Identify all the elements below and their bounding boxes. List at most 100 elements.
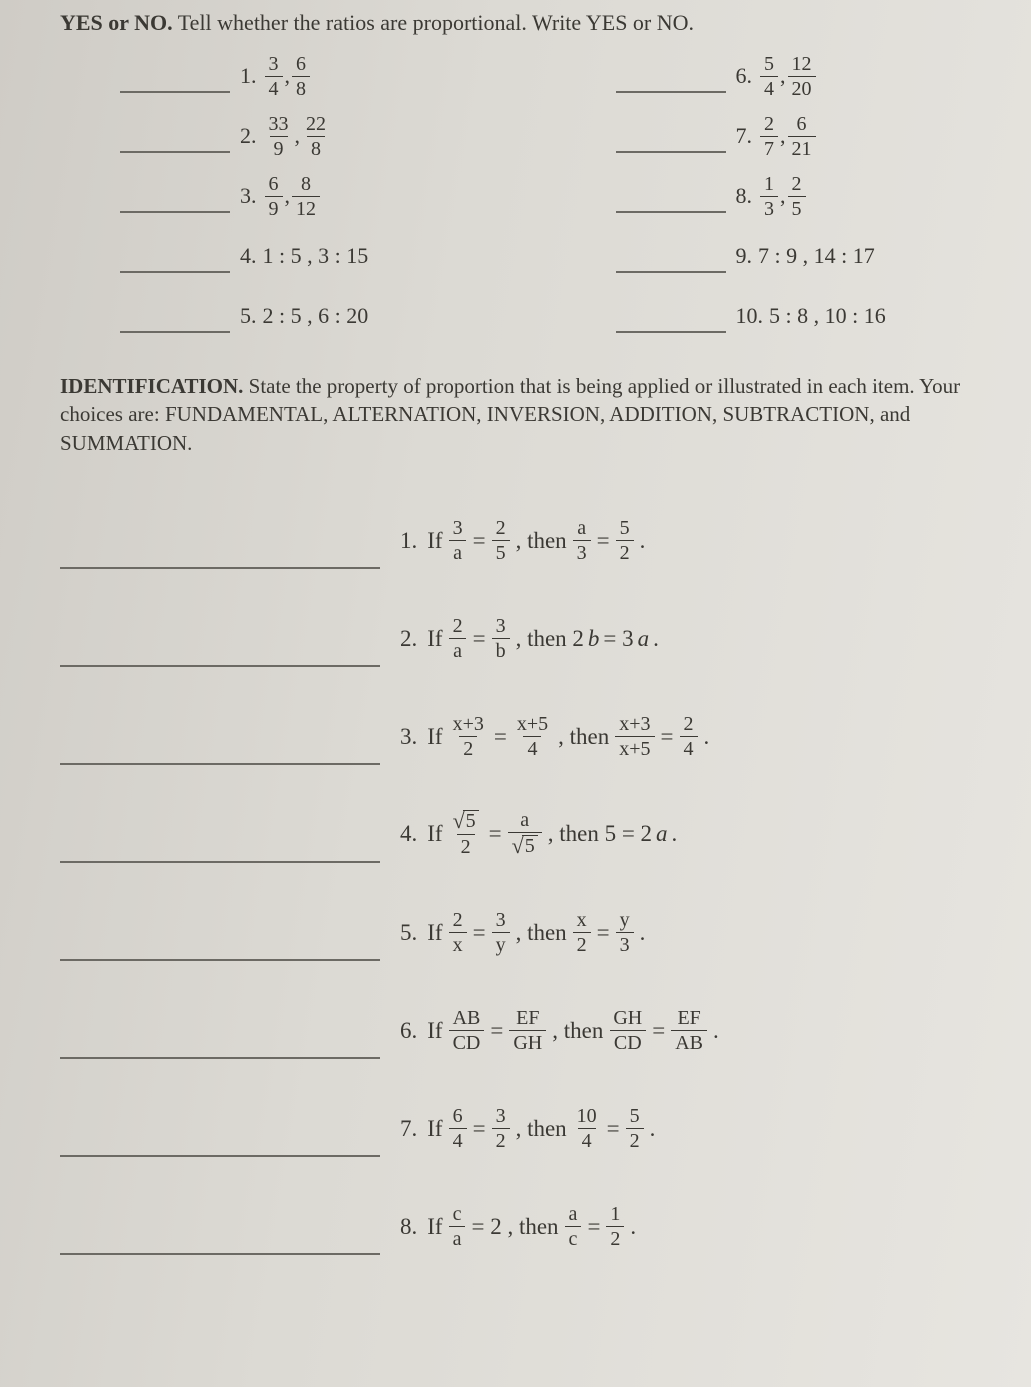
fraction-denominator: 4 xyxy=(680,736,698,759)
fraction: 68 xyxy=(292,54,310,99)
fraction-numerator: 5 xyxy=(760,54,778,76)
fraction-denominator: a xyxy=(449,540,466,563)
fraction-denominator: 4 xyxy=(523,736,541,759)
fraction-numerator: EF xyxy=(512,1008,543,1030)
text-span: If xyxy=(427,1113,442,1144)
fraction-denominator: 8 xyxy=(292,76,310,99)
fraction-denominator: 2 xyxy=(457,834,475,857)
item-content: 7. If 64 = 32 , then 104 = 52 . xyxy=(400,1106,655,1157)
ratio-item: 5. 2 : 5 , 6 : 20 xyxy=(120,286,496,346)
fraction-denominator: 8 xyxy=(307,136,325,159)
answer-blank[interactable] xyxy=(616,209,726,213)
answer-blank[interactable] xyxy=(616,269,726,273)
answer-blank[interactable] xyxy=(616,89,726,93)
identification-item: 2. If 2a = 3b , then 2b = 3a . xyxy=(60,587,991,667)
text-span: If xyxy=(427,917,442,948)
fraction-denominator: 7 xyxy=(760,136,778,159)
fraction: 25 xyxy=(492,518,510,563)
text-span: If xyxy=(427,1015,442,1046)
text-span: , xyxy=(285,63,291,89)
fraction-denominator: 3 xyxy=(573,540,591,563)
fraction-numerator: 6 xyxy=(265,174,283,196)
fraction-numerator: x+3 xyxy=(615,714,654,736)
text-span: , xyxy=(295,123,301,149)
section1-lead: YES or NO. xyxy=(60,10,173,35)
fraction: 52 xyxy=(626,1106,644,1151)
text-span: = 2 , then xyxy=(471,1211,558,1242)
text-span: . xyxy=(640,525,646,556)
answer-blank[interactable] xyxy=(120,209,230,213)
fraction-numerator: 5 xyxy=(626,1106,644,1128)
fraction-denominator: 9 xyxy=(270,136,288,159)
answer-blank[interactable] xyxy=(60,859,380,863)
fraction-denominator: 4 xyxy=(760,76,778,99)
item-content: 5. If 2x = 3y , then x2 = y3 . xyxy=(400,910,645,961)
fraction: x2 xyxy=(573,910,591,955)
answer-blank[interactable] xyxy=(60,565,380,569)
answer-blank[interactable] xyxy=(120,329,230,333)
fraction-numerator: a xyxy=(565,1204,582,1226)
answer-blank[interactable] xyxy=(60,1153,380,1157)
fraction-denominator: x xyxy=(449,932,467,955)
fraction-numerator: 2 xyxy=(449,910,467,932)
fraction: a√5 xyxy=(508,810,542,857)
fraction: 621 xyxy=(788,114,816,159)
fraction-denominator: x+5 xyxy=(615,736,654,759)
answer-blank[interactable] xyxy=(120,269,230,273)
identification-item: 6. If ABCD = EFGH , then GHCD = EFAB . xyxy=(60,979,991,1059)
answer-blank[interactable] xyxy=(120,89,230,93)
italic-var: b xyxy=(588,623,600,654)
text-span: . xyxy=(650,1113,656,1144)
fraction: EFGH xyxy=(509,1008,546,1053)
answer-blank[interactable] xyxy=(60,957,380,961)
text-span: = xyxy=(489,818,502,849)
text-span: = xyxy=(652,1015,665,1046)
fraction-numerator: √5 xyxy=(449,810,483,834)
fraction-numerator: x xyxy=(573,910,591,932)
fraction: ABCD xyxy=(449,1008,485,1053)
fraction-denominator: 20 xyxy=(788,76,816,99)
ratio-column-left: 1. 34 , 682. 339 , 2283. 69 , 8124. 1 : … xyxy=(60,46,496,346)
fraction-numerator: 3 xyxy=(492,1106,510,1128)
answer-blank[interactable] xyxy=(120,149,230,153)
fraction: 1220 xyxy=(788,54,816,99)
fraction: x+3x+5 xyxy=(615,714,654,759)
item-number: 10. xyxy=(736,303,764,329)
section1-instruction: YES or NO. Tell whether the ratios are p… xyxy=(60,10,991,36)
answer-blank[interactable] xyxy=(60,761,380,765)
answer-blank[interactable] xyxy=(60,1055,380,1059)
fraction-denominator: CD xyxy=(610,1030,646,1053)
item-number: 2. xyxy=(240,123,257,149)
identification-list: 1. If 3a = 25 , then a3 = 52 .2. If 2a =… xyxy=(60,471,991,1255)
text-span: = xyxy=(494,721,507,752)
answer-blank[interactable] xyxy=(60,663,380,667)
text-span: = xyxy=(473,623,486,654)
item-number: 7. xyxy=(736,123,753,149)
fraction-denominator: b xyxy=(492,638,510,661)
fraction-numerator: 2 xyxy=(492,518,510,540)
identification-item: 1. If 3a = 25 , then a3 = 52 . xyxy=(60,489,991,569)
fraction-denominator: 2 xyxy=(459,736,477,759)
text-span: = xyxy=(473,1113,486,1144)
text-span: , xyxy=(285,183,291,209)
text-span: = xyxy=(473,525,486,556)
fraction-denominator: 2 xyxy=(626,1128,644,1151)
fraction-numerator: c xyxy=(449,1204,466,1226)
fraction-numerator: 3 xyxy=(492,616,510,638)
answer-blank[interactable] xyxy=(616,329,726,333)
text-span: = xyxy=(597,917,610,948)
fraction: a3 xyxy=(573,518,591,563)
fraction-numerator: 5 xyxy=(616,518,634,540)
text-span: If xyxy=(427,1211,442,1242)
ratio-item: 10. 5 : 8 , 10 : 16 xyxy=(616,286,992,346)
text-span: a xyxy=(520,809,529,831)
fraction: y3 xyxy=(616,910,634,955)
answer-blank[interactable] xyxy=(616,149,726,153)
item-number: 4. xyxy=(400,818,417,849)
item-number: 1. xyxy=(240,63,257,89)
fraction: 52 xyxy=(616,518,634,563)
fraction-numerator: 2 xyxy=(680,714,698,736)
item-number: 3. xyxy=(400,721,417,752)
answer-blank[interactable] xyxy=(60,1251,380,1255)
text-span: , xyxy=(780,63,786,89)
